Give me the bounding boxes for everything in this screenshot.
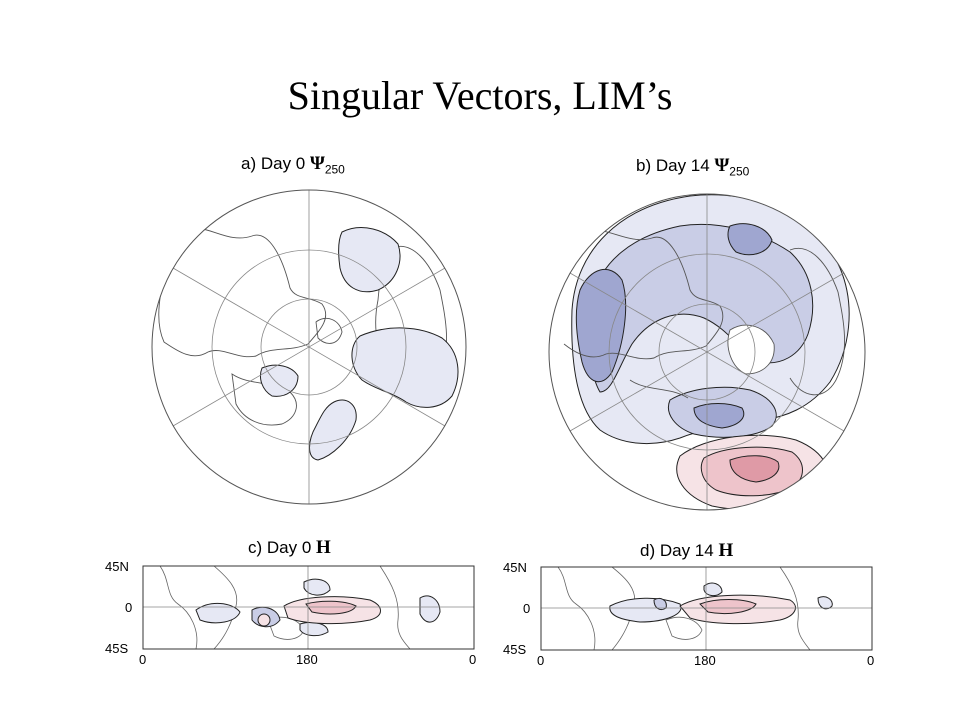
continent-outline bbox=[629, 379, 689, 399]
lat-label-south: 45S bbox=[503, 642, 526, 657]
panel-c-label: c) Day 0 H bbox=[248, 537, 331, 558]
continent-outline bbox=[379, 566, 411, 649]
continent-outline bbox=[315, 318, 343, 344]
tropical-map-day14: 45N 0 45S 0 180 0 bbox=[503, 560, 874, 668]
lon-label-center: 180 bbox=[694, 653, 716, 668]
lat-label-north: 45N bbox=[503, 560, 527, 575]
negative-anomaly bbox=[195, 603, 241, 624]
positive-anomaly bbox=[729, 455, 780, 483]
lat-label-equator: 0 bbox=[523, 601, 530, 616]
lon-label-right: 0 bbox=[867, 653, 874, 668]
lat-label-north: 45N bbox=[105, 559, 129, 574]
panel-b-label: b) Day 14 Ψ250 bbox=[636, 155, 750, 179]
negative-anomaly bbox=[727, 223, 773, 256]
lon-label-left: 0 bbox=[537, 653, 544, 668]
continent-outline bbox=[789, 247, 845, 396]
slide-title: Singular Vectors, LIM’s bbox=[287, 73, 673, 118]
continent-outline bbox=[158, 227, 327, 358]
negative-anomaly bbox=[309, 399, 357, 461]
continent-outline bbox=[563, 229, 724, 360]
lat-label-south: 45S bbox=[105, 641, 128, 656]
continent-outline bbox=[159, 566, 198, 649]
negative-anomaly bbox=[299, 621, 329, 637]
continent-outline bbox=[557, 567, 596, 650]
polar-map-day0 bbox=[151, 189, 467, 505]
continent-outline bbox=[665, 616, 703, 640]
lon-label-left: 0 bbox=[139, 652, 146, 667]
lon-label-right: 0 bbox=[469, 652, 476, 667]
positive-anomaly bbox=[257, 613, 271, 627]
polar-map-day14 bbox=[548, 193, 866, 511]
continent-outline bbox=[727, 324, 775, 375]
continent-outline bbox=[231, 373, 297, 426]
lat-label-equator: 0 bbox=[125, 600, 132, 615]
negative-anomaly bbox=[338, 227, 401, 293]
positive-anomaly bbox=[305, 600, 357, 615]
negative-anomaly bbox=[303, 578, 331, 596]
negative-anomaly bbox=[703, 582, 723, 597]
continent-outline bbox=[779, 567, 811, 650]
positive-anomaly bbox=[699, 599, 757, 615]
tropical-map-day0: 45N 0 45S 0 180 0 bbox=[105, 559, 476, 667]
negative-anomaly bbox=[693, 403, 745, 429]
negative-anomaly bbox=[351, 327, 459, 408]
negative-anomaly bbox=[419, 595, 441, 623]
panel-a-label: a) Day 0 Ψ250 bbox=[241, 153, 345, 177]
panel-d-label: d) Day 14 H bbox=[640, 540, 734, 561]
continent-outline bbox=[213, 566, 238, 649]
negative-anomaly bbox=[817, 596, 833, 610]
lon-label-center: 180 bbox=[296, 652, 318, 667]
negative-anomaly bbox=[259, 364, 299, 397]
